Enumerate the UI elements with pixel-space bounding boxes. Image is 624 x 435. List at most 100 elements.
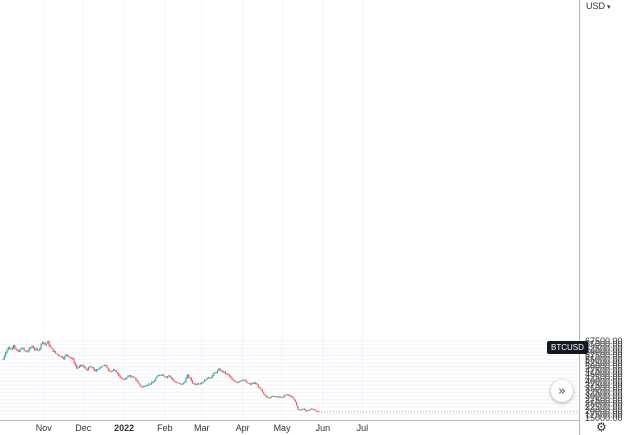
- candle: [86, 368, 88, 371]
- candle: [182, 382, 184, 385]
- candle: [267, 396, 269, 398]
- candle: [141, 386, 144, 388]
- candle: [6, 349, 8, 354]
- candle: [185, 377, 187, 383]
- candle: [190, 377, 192, 382]
- candle: [193, 383, 195, 385]
- candle: [106, 364, 108, 369]
- chevrons-right-icon: »: [558, 383, 566, 399]
- candle: [290, 395, 292, 398]
- candle: [23, 347, 25, 352]
- candle: [317, 410, 319, 412]
- candle: [203, 379, 205, 382]
- candle: [296, 401, 298, 406]
- candle: [264, 393, 266, 396]
- gear-icon[interactable]: ⚙: [596, 420, 607, 434]
- candle: [286, 394, 288, 396]
- candle: [78, 365, 80, 369]
- candle: [153, 379, 155, 383]
- candle: [180, 383, 182, 385]
- candle: [273, 395, 275, 398]
- candle: [243, 379, 245, 381]
- x-tick-label: Dec: [75, 423, 92, 433]
- candle: [52, 348, 54, 353]
- y-tick-label: 67500.00: [585, 336, 623, 346]
- candle: [115, 370, 117, 373]
- candle: [269, 397, 271, 399]
- candle: [228, 374, 230, 377]
- last-price-tag: BTCUSD: [547, 341, 588, 354]
- candle: [9, 346, 11, 350]
- candle: [205, 379, 207, 381]
- candle: [11, 346, 13, 351]
- candle: [217, 369, 219, 374]
- candle: [93, 367, 95, 371]
- candle: [239, 380, 241, 383]
- candle: [315, 410, 317, 412]
- candle: [299, 409, 302, 411]
- candle: [302, 408, 304, 410]
- candle: [35, 347, 37, 351]
- candle: [170, 376, 173, 380]
- candle: [257, 384, 259, 388]
- candle: [289, 394, 291, 397]
- candle: [305, 409, 307, 412]
- candle: [206, 377, 208, 380]
- candle: [140, 385, 142, 388]
- candle: [14, 344, 16, 350]
- candle: [232, 378, 234, 381]
- currency-selector[interactable]: USD ▾: [586, 1, 611, 11]
- candle: [91, 366, 94, 369]
- candle: [161, 374, 163, 376]
- y-tick-label: 60000.00: [585, 347, 623, 357]
- candle: [242, 379, 244, 381]
- y-tick-label: 27500.00: [585, 395, 623, 405]
- candle: [60, 355, 62, 358]
- y-tick-label: 37500.00: [585, 380, 623, 390]
- candle: [118, 372, 120, 377]
- candle: [199, 382, 202, 385]
- candle: [107, 367, 109, 372]
- candle: [30, 346, 32, 350]
- candle: [66, 354, 69, 358]
- candle: [85, 366, 87, 370]
- candle: [278, 396, 280, 398]
- candle: [210, 377, 212, 379]
- candle: [119, 374, 121, 379]
- candle: [272, 395, 274, 398]
- candle: [144, 385, 146, 387]
- candle: [19, 348, 21, 353]
- candle: [288, 394, 290, 396]
- candle: [135, 377, 137, 381]
- candle: [65, 353, 67, 357]
- y-tick-label: 17500.00: [585, 409, 623, 419]
- candle: [309, 409, 311, 411]
- candle: [89, 366, 91, 368]
- scroll-to-realtime-button[interactable]: »: [551, 380, 573, 402]
- candle: [259, 386, 261, 389]
- candle: [310, 408, 312, 410]
- candle: [99, 367, 101, 369]
- candle: [95, 368, 98, 372]
- candle: [45, 343, 47, 346]
- candle: [74, 361, 76, 366]
- candle: [109, 369, 111, 372]
- candle: [247, 382, 249, 384]
- y-tick-label: 52500.00: [585, 358, 623, 368]
- time-axis: Nov Dec 2022 Feb Mar Apr May Jun Jul: [0, 420, 579, 433]
- candle: [2, 358, 4, 361]
- candle: [230, 375, 232, 379]
- candle: [222, 370, 224, 374]
- candle: [218, 367, 220, 371]
- candle: [167, 376, 169, 379]
- y-tick-label: 47500.00: [585, 365, 623, 375]
- candle: [164, 376, 166, 378]
- candle: [260, 387, 262, 391]
- candle: [298, 409, 300, 411]
- candle: [114, 368, 116, 371]
- candle: [36, 347, 38, 351]
- y-tick-label: 65000.00: [585, 340, 623, 350]
- candle: [231, 377, 233, 380]
- candle: [252, 382, 254, 385]
- candle: [297, 405, 299, 410]
